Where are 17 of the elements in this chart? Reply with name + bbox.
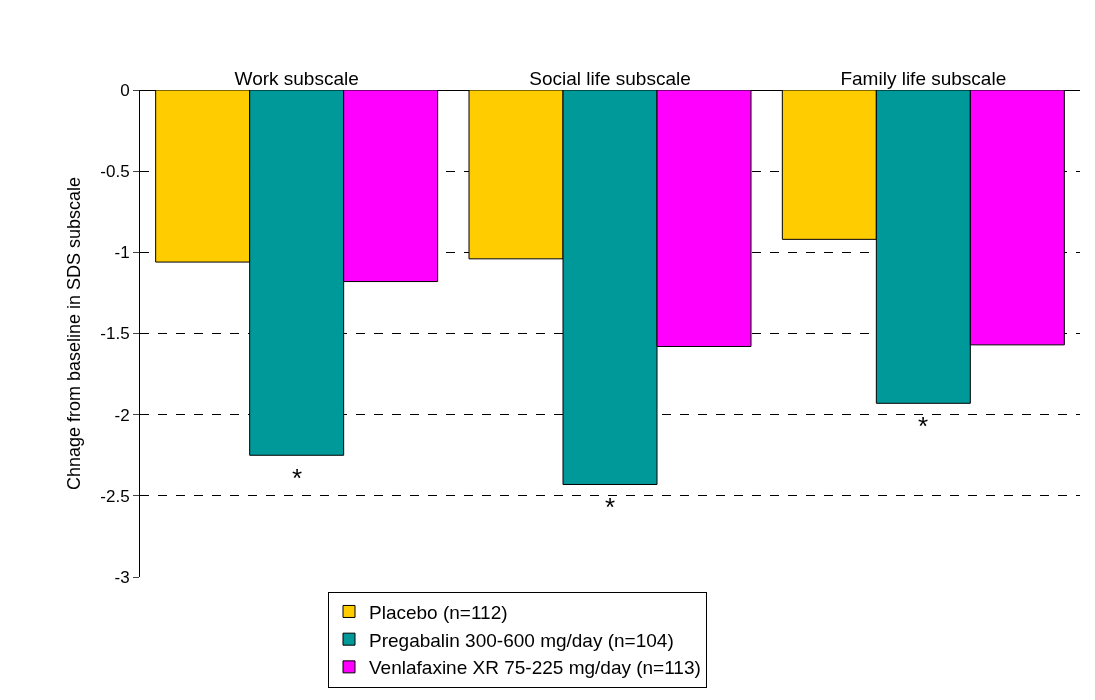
x-tick-label: Family life subscale [840, 68, 1007, 90]
x-tick-label: Work subscale [234, 68, 359, 90]
y-tick-label: -2.5 [100, 486, 130, 506]
y-tick-label: -3 [114, 567, 130, 587]
y-tick-label: -1.5 [100, 324, 130, 344]
annotation: * [605, 492, 616, 522]
y-tick-label: -1 [114, 243, 130, 263]
x-tick-label: Social life subscale [529, 68, 691, 90]
legend-label: Placebo (n=112) [369, 601, 508, 623]
y-tick-label: 0 [120, 80, 130, 100]
y-tick-label: -0.5 [100, 162, 130, 182]
legend-label: Pregabalin 300-600 mg/day (n=104) [369, 629, 674, 651]
legend-label: Venlafaxine XR 75-225 mg/day (n=113) [369, 657, 701, 679]
y-axis-title: Chnage from baseline in SDS subscale [63, 176, 84, 491]
y-tick-label: -2 [114, 405, 130, 425]
annotation: * [918, 411, 929, 441]
annotation: * [292, 463, 303, 493]
